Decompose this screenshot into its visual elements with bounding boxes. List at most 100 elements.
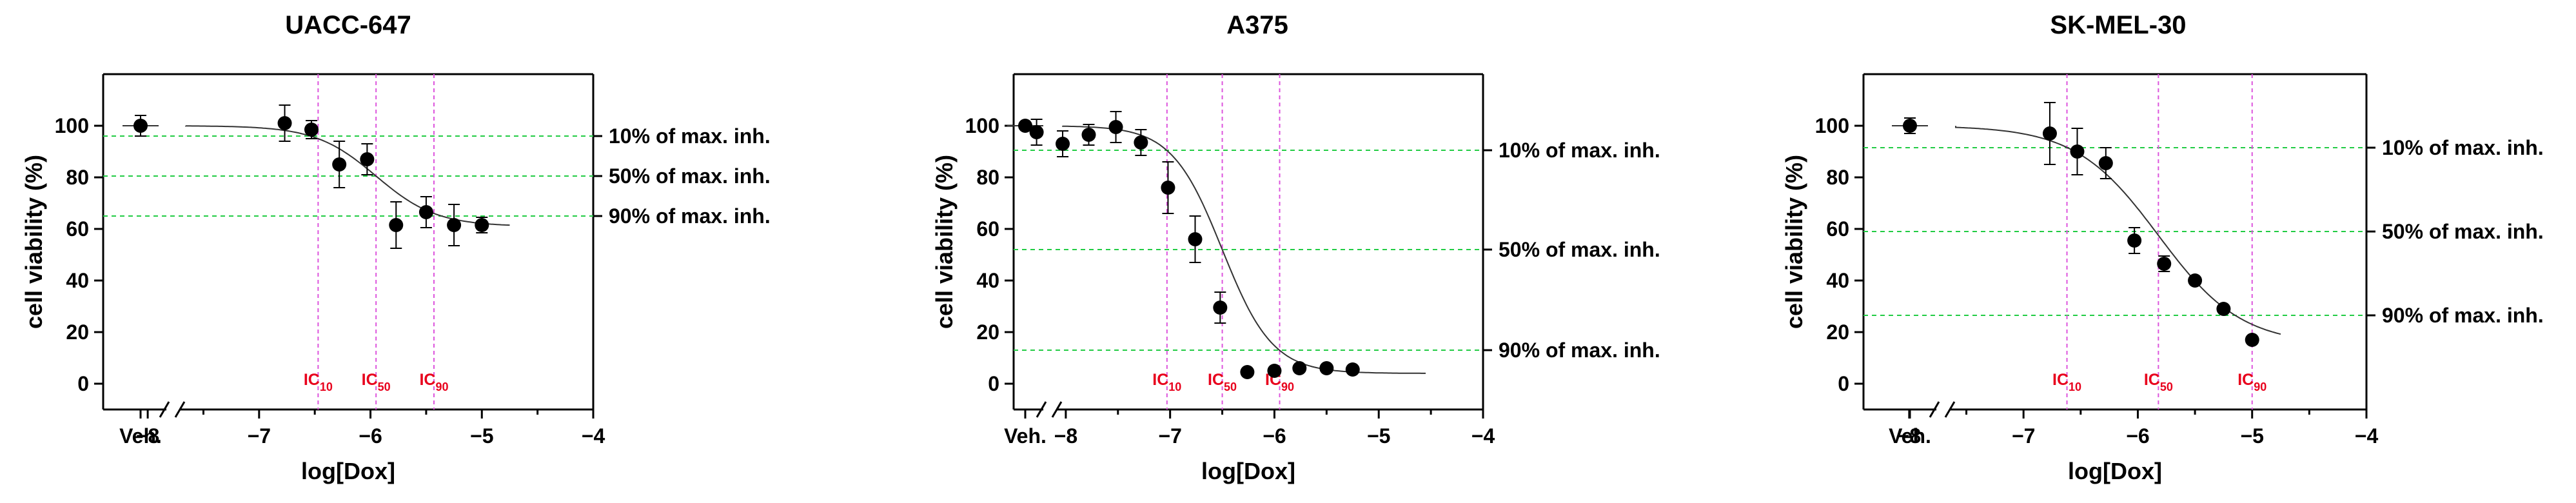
ic-label: IC50: [2144, 371, 2173, 393]
chart-title: SK-MEL-30: [2050, 11, 2186, 39]
data-point: [1056, 137, 1070, 151]
ic-label-main: IC: [1208, 371, 1224, 389]
axis-break-mark: [1036, 401, 1047, 418]
vehicle-point: [1903, 119, 1917, 133]
ic-label-subscript: 10: [320, 380, 333, 393]
inhibition-label: 50% of max. inh.: [2382, 220, 2544, 243]
data-point: [2245, 333, 2259, 347]
data-point: [2216, 302, 2231, 316]
inhibition-label: 90% of max. inh.: [1499, 339, 1660, 362]
y-tick-label: 60: [66, 217, 89, 241]
data-point: [1134, 135, 1148, 150]
vehicle-label: Veh.: [1004, 424, 1047, 448]
x-tick-label: −8: [1054, 424, 1077, 448]
x-tick-label: −6: [2126, 424, 2149, 448]
ic-label-subscript: 50: [1224, 380, 1237, 393]
data-point: [2127, 233, 2142, 248]
x-tick-label: −8: [136, 424, 159, 448]
data-point: [1161, 181, 1175, 195]
vehicle-point: [1018, 119, 1032, 133]
ic-label: IC10: [2052, 371, 2081, 393]
ic-label-main: IC: [1152, 371, 1168, 389]
x-tick-label: −7: [248, 424, 271, 448]
y-tick-label: 100: [55, 114, 89, 137]
y-tick-label: 0: [988, 372, 999, 395]
ic-label-subscript: 90: [2254, 380, 2266, 393]
ic-label-subscript: 10: [2069, 380, 2081, 393]
y-axis-label: cell viability (%): [931, 155, 958, 329]
ic-label-subscript: 90: [435, 380, 448, 393]
inhibition-label: 10% of max. inh.: [1499, 139, 1660, 162]
x-tick-label: −5: [470, 424, 493, 448]
chart-title: A375: [1226, 11, 1288, 39]
y-tick-label: 20: [976, 321, 999, 344]
x-tick-label: −4: [1471, 424, 1495, 448]
data-point: [1267, 364, 1282, 378]
y-tick-label: 60: [1826, 217, 1849, 241]
y-tick-label: 20: [1826, 321, 1849, 344]
x-tick-label: −5: [2240, 424, 2263, 448]
data-point: [332, 157, 347, 172]
data-point: [1081, 128, 1096, 142]
y-tick-label: 0: [77, 372, 89, 395]
x-tick-label: −7: [2012, 424, 2035, 448]
y-tick-label: 40: [66, 269, 89, 292]
x-tick-label: −8: [1898, 424, 1921, 448]
ic-label: IC10: [304, 371, 333, 393]
y-tick-label: 80: [66, 166, 89, 189]
ic-label-main: IC: [419, 371, 435, 389]
y-tick-label: 60: [976, 217, 999, 241]
ic-label: IC90: [419, 371, 448, 393]
inhibition-label: 90% of max. inh.: [609, 204, 771, 228]
data-point: [2188, 273, 2203, 288]
data-point: [1345, 362, 1360, 377]
axis-break-mark: [159, 401, 170, 418]
vehicle-label: Veh.: [119, 424, 162, 448]
x-tick-label: −5: [1367, 424, 1390, 448]
inhibition-label: 50% of max. inh.: [609, 164, 771, 188]
data-point: [1319, 361, 1334, 375]
chart-panel-1: UACC-647 0 20 40 60 80 100 −8 −7 −6 −5 −4 Veh. log[Do…: [21, 11, 771, 484]
y-axis-label: cell viability (%): [21, 155, 47, 329]
x-tick-label: −4: [582, 424, 605, 448]
inhibition-label: 10% of max. inh.: [2382, 136, 2544, 159]
x-axis-label: log[Dox]: [301, 458, 395, 484]
inhibition-label: 10% of max. inh.: [609, 124, 771, 148]
ic-label-subscript: 50: [378, 380, 391, 393]
x-tick-label: −6: [359, 424, 382, 448]
chart-panel-3: SK-MEL-30 0 20 40 60 80 100 −8 −7 −6 −5 −4 Veh. log[D…: [1781, 11, 2544, 484]
data-point: [360, 152, 375, 166]
ic-label: IC50: [362, 371, 391, 393]
y-tick-label: 80: [1826, 166, 1849, 189]
ic-label: IC50: [1208, 371, 1237, 393]
ic-label: IC90: [2237, 371, 2266, 393]
y-tick-label: 40: [976, 269, 999, 292]
data-point: [389, 218, 404, 232]
vehicle-label: Veh.: [1889, 424, 1931, 448]
x-tick-label: −7: [1158, 424, 1181, 448]
ic-label-main: IC: [2237, 371, 2254, 389]
x-tick-label: −4: [2355, 424, 2379, 448]
ic-label-main: IC: [362, 371, 378, 389]
ic-label-main: IC: [2144, 371, 2160, 389]
ic-label-main: IC: [2052, 371, 2069, 389]
x-tick-label: −6: [1263, 424, 1286, 448]
chart-panel-2: A375 0 20 40 60 80 100 −8 −7 −6 −5 −4 Veh. log[Dox] ce…: [931, 11, 1660, 484]
y-tick-label: 20: [66, 321, 89, 344]
data-point: [1240, 365, 1255, 379]
ic-label-main: IC: [304, 371, 320, 389]
x-axis-label: log[Dox]: [2068, 458, 2162, 484]
data-point: [2070, 144, 2085, 159]
ic-label: IC10: [1152, 371, 1181, 393]
data-point: [447, 218, 462, 232]
data-point: [2157, 257, 2172, 271]
ic-label-subscript: 90: [1281, 380, 1294, 393]
inhibition-label: 90% of max. inh.: [2382, 304, 2544, 327]
inhibition-label: 50% of max. inh.: [1499, 238, 1660, 261]
data-point: [304, 123, 319, 137]
ic-label-subscript: 10: [1168, 380, 1181, 393]
x-axis-label: log[Dox]: [1201, 458, 1295, 484]
y-tick-label: 100: [965, 114, 999, 137]
y-tick-label: 40: [1826, 269, 1849, 292]
